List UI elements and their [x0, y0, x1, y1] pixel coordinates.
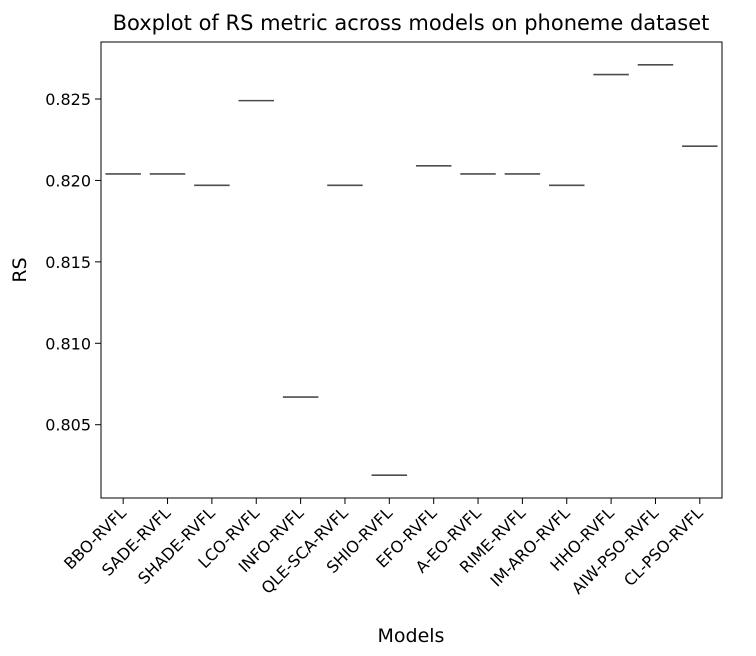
y-tick-label: 0.825 — [45, 90, 91, 109]
x-tick-label: CL-PSO-RVFL — [620, 503, 707, 590]
y-tick-label: 0.820 — [45, 171, 91, 190]
chart-title: Boxplot of RS metric across models on ph… — [113, 11, 710, 35]
y-axis-label: RS — [9, 257, 31, 282]
x-axis: BBO-RVFLSADE-RVFLSHADE-RVFLLCO-RVFLINFO-… — [60, 498, 707, 598]
box-series — [105, 64, 718, 477]
y-tick-label: 0.810 — [45, 334, 91, 353]
plot-area — [100, 41, 723, 499]
y-axis: 0.805 0.810 0.815 0.820 0.825 — [45, 90, 101, 435]
y-tick-label: 0.805 — [45, 416, 91, 435]
x-axis-label: Models — [378, 625, 445, 647]
y-tick-label: 0.815 — [45, 253, 91, 272]
